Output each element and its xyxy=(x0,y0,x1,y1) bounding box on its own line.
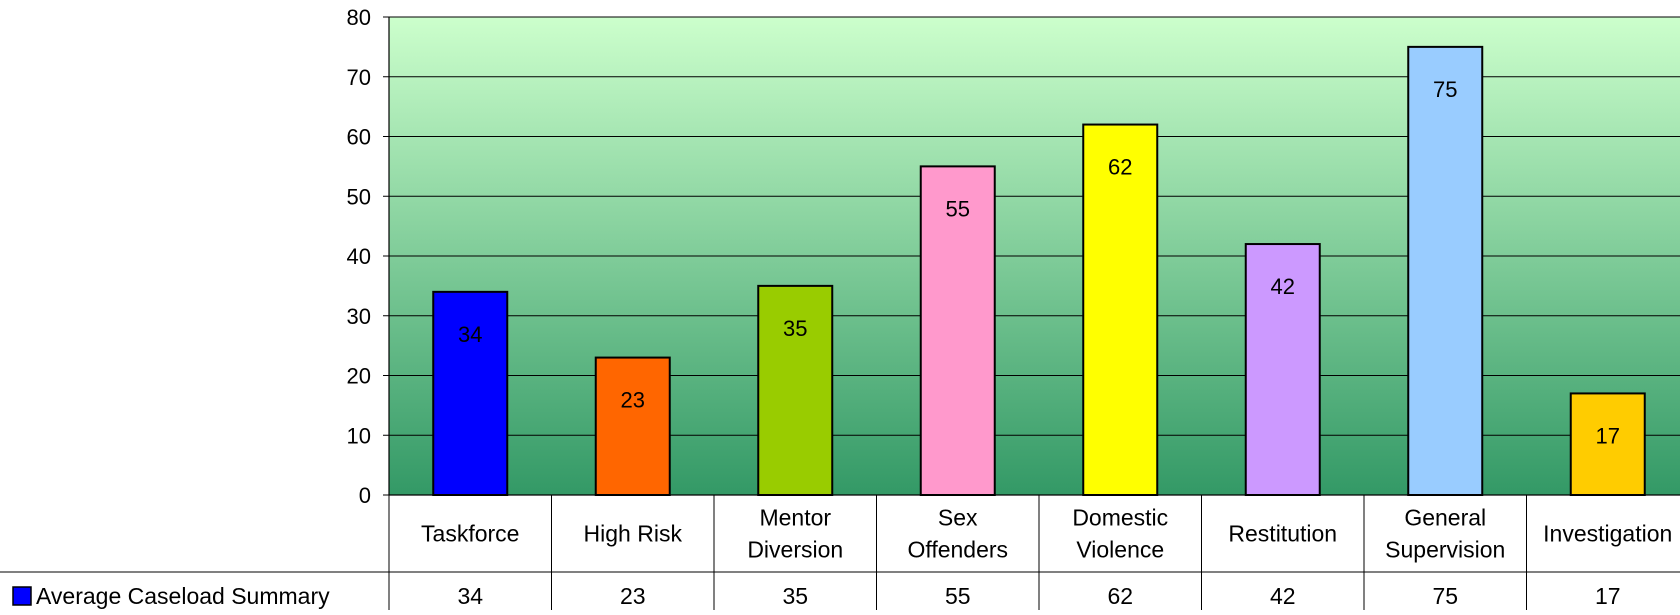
table-value-cell: 23 xyxy=(620,583,646,609)
y-tick-label: 0 xyxy=(359,483,371,508)
x-category-label: Taskforce xyxy=(421,521,519,547)
table-value-cell: 62 xyxy=(1107,583,1133,609)
legend-label: Average Caseload Summary xyxy=(36,583,330,609)
x-category-label: Offenders xyxy=(907,537,1008,563)
y-tick-label: 70 xyxy=(347,65,371,90)
x-category-label: Sex xyxy=(938,505,978,531)
bar xyxy=(919,165,996,496)
x-category-label: Diversion xyxy=(747,537,843,563)
x-category-label: Violence xyxy=(1076,537,1164,563)
x-category-label: Domestic xyxy=(1072,505,1168,531)
bar xyxy=(757,284,834,496)
x-category-label: Restitution xyxy=(1228,521,1337,547)
x-category-label: High Risk xyxy=(584,521,683,547)
table-value-cell: 55 xyxy=(945,583,971,609)
table-value-cell: 17 xyxy=(1595,583,1621,609)
data-label: 35 xyxy=(783,316,807,341)
y-tick-label: 40 xyxy=(347,244,371,269)
x-category-label: Mentor xyxy=(759,505,831,531)
data-label: 75 xyxy=(1433,77,1457,102)
y-tick-label: 10 xyxy=(347,423,371,448)
table-value-cell: 42 xyxy=(1270,583,1296,609)
data-label: 42 xyxy=(1271,274,1295,299)
bar xyxy=(1569,392,1646,496)
bar xyxy=(1244,243,1321,496)
y-tick-label: 20 xyxy=(347,364,371,389)
data-label: 23 xyxy=(621,388,645,413)
legend-swatch xyxy=(12,586,32,606)
bar xyxy=(432,290,509,496)
data-label: 55 xyxy=(946,196,970,221)
x-category-label: Investigation xyxy=(1543,521,1672,547)
bar xyxy=(1082,123,1159,497)
data-table: Taskforce High Risk Mentor Diversion Sex Offe… xyxy=(0,495,1680,615)
bars: 34 23 35 55 62 42 75 17 xyxy=(432,45,1646,497)
y-tick-label: 60 xyxy=(347,125,371,150)
x-category-label: Supervision xyxy=(1385,537,1505,563)
data-label: 62 xyxy=(1108,155,1132,180)
y-tick-label: 80 xyxy=(347,5,371,30)
bar xyxy=(594,356,671,497)
table-value-cell: 35 xyxy=(782,583,808,609)
y-tick-label: 50 xyxy=(347,184,371,209)
y-tick-label: 30 xyxy=(347,304,371,329)
table-value-cell: 75 xyxy=(1432,583,1458,609)
data-label: 17 xyxy=(1596,423,1620,448)
bar xyxy=(1407,45,1484,496)
x-category-label: General xyxy=(1404,505,1486,531)
data-label: 34 xyxy=(458,322,482,347)
table-value-cell: 34 xyxy=(457,583,483,609)
